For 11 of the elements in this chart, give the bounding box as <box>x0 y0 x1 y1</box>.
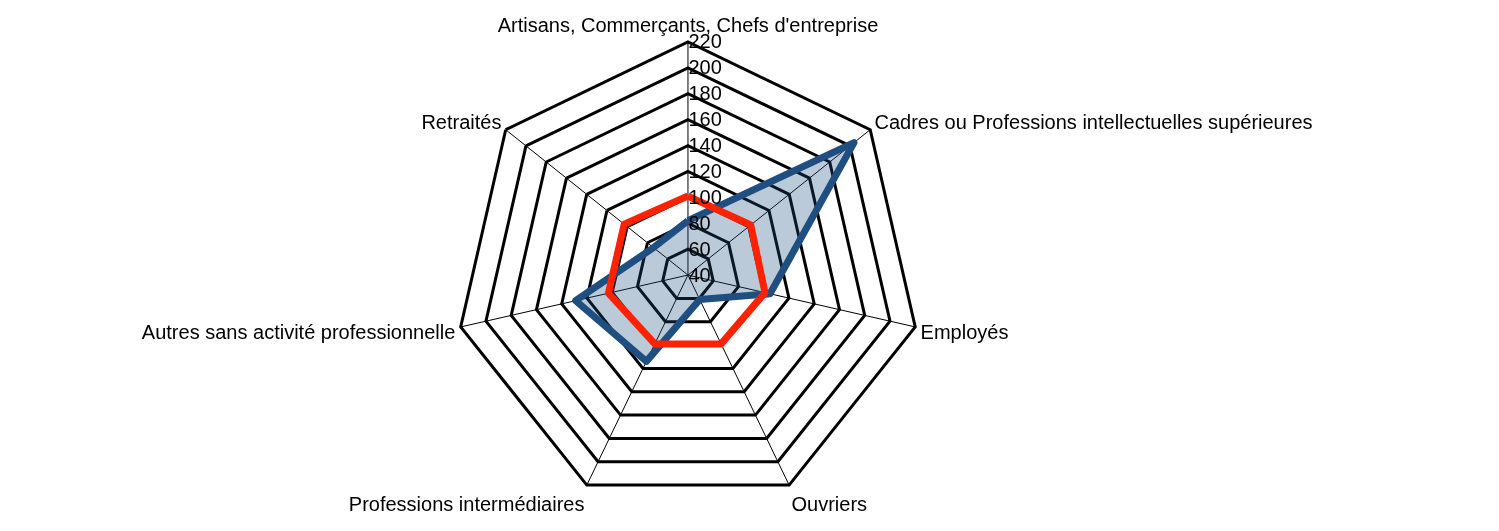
y-tick-label: 200 <box>688 56 722 79</box>
spoke-label: Ouvriers <box>791 493 868 516</box>
spoke-label: Retraités <box>421 111 502 134</box>
y-tick-label: 160 <box>688 108 722 131</box>
y-tick-label: 120 <box>688 159 722 182</box>
spoke-label: Employés <box>920 321 1009 344</box>
y-tick-label: 180 <box>688 82 722 105</box>
y-tick-label: 140 <box>688 134 722 157</box>
spoke-label: Cadres ou Professions intellectuelles supérieures <box>874 111 1313 134</box>
spoke-label: Professions intermédiaires <box>348 493 585 516</box>
spoke-label: Autres sans activité professionnelle <box>141 321 456 344</box>
